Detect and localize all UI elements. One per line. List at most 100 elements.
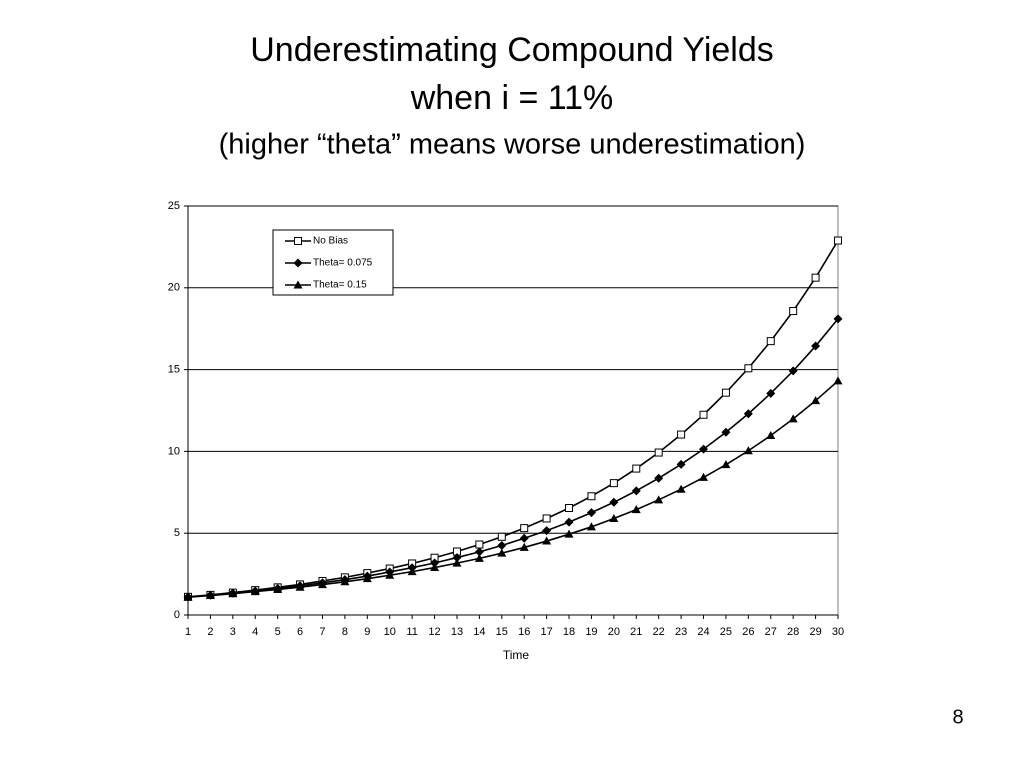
data-point <box>497 532 506 541</box>
data-point <box>317 580 327 589</box>
data-point <box>452 558 462 567</box>
x-tick-label: 25 <box>720 626 732 638</box>
x-tick-label: 23 <box>675 626 687 638</box>
data-point <box>631 486 641 496</box>
x-tick-label: 22 <box>653 626 665 638</box>
legend-label: Theta= 0.075 <box>313 258 373 269</box>
x-tick-label: 26 <box>742 626 754 638</box>
x-tick-label: 11 <box>406 626 417 638</box>
data-point <box>811 273 820 282</box>
x-tick-label: 17 <box>540 626 552 638</box>
data-point <box>699 472 709 481</box>
data-point <box>564 517 574 527</box>
x-tick-label: 3 <box>230 626 236 638</box>
x-tick-label: 18 <box>563 626 575 638</box>
data-point <box>676 459 686 469</box>
data-point <box>744 364 753 373</box>
data-point <box>631 505 641 514</box>
series-line <box>187 380 839 598</box>
data-point <box>586 508 596 518</box>
data-point <box>542 536 552 545</box>
x-tick-label: 8 <box>342 626 348 638</box>
data-point <box>519 533 529 543</box>
slide-title: when i = 11% <box>410 79 614 117</box>
data-point <box>295 582 305 591</box>
y-tick-label: 0 <box>174 609 180 621</box>
legend-marker <box>293 258 303 268</box>
data-point <box>586 522 596 531</box>
y-tick-label: 10 <box>168 445 180 457</box>
x-tick-label: 7 <box>319 626 325 638</box>
data-point <box>250 587 260 596</box>
x-tick-label: 21 <box>630 626 642 638</box>
data-point <box>721 427 731 437</box>
x-tick-label: 27 <box>765 626 777 638</box>
data-point <box>743 446 753 455</box>
data-point <box>587 492 596 501</box>
data-point <box>677 430 686 439</box>
data-point <box>833 376 843 385</box>
data-point <box>834 236 842 245</box>
data-point <box>475 540 484 549</box>
data-point <box>228 589 238 598</box>
x-tick-label: 28 <box>787 626 799 638</box>
data-point <box>609 479 618 488</box>
data-point <box>273 584 283 593</box>
data-point <box>609 497 619 507</box>
data-point <box>811 341 821 351</box>
data-point <box>497 540 507 550</box>
data-point <box>699 444 709 454</box>
slide-title: Underestimating Compound Yields <box>250 31 774 69</box>
data-point <box>788 414 798 423</box>
data-point <box>609 513 619 522</box>
legend-marker <box>293 280 303 289</box>
x-tick-label: 5 <box>275 626 281 638</box>
series-line <box>187 318 839 598</box>
data-point <box>833 314 843 324</box>
x-tick-label: 16 <box>518 626 530 638</box>
data-point <box>721 460 731 469</box>
data-point <box>430 563 440 572</box>
data-point <box>385 570 395 579</box>
x-tick-label: 6 <box>297 626 303 638</box>
data-point <box>811 396 821 405</box>
x-tick-label: 14 <box>473 626 485 638</box>
slide-subtitle: (higher “theta” means worse underestimat… <box>219 129 806 161</box>
data-point <box>743 409 753 419</box>
data-point <box>452 553 462 563</box>
data-point <box>789 307 798 316</box>
legend-marker <box>294 237 302 245</box>
data-point <box>766 431 776 440</box>
y-tick-label: 15 <box>168 364 180 376</box>
y-tick-label: 5 <box>174 527 180 539</box>
legend-label: Theta= 0.15 <box>313 280 367 291</box>
data-point <box>542 526 552 536</box>
data-point <box>183 592 193 601</box>
y-tick-label: 25 <box>168 200 180 212</box>
data-point <box>632 464 641 473</box>
data-point <box>721 388 730 397</box>
data-point <box>430 558 440 568</box>
data-point <box>407 567 417 576</box>
data-point <box>676 484 686 493</box>
x-tick-label: 24 <box>697 626 709 638</box>
data-point <box>564 529 574 538</box>
data-point <box>788 366 798 376</box>
x-tick-label: 4 <box>252 626 258 638</box>
data-point <box>766 337 775 346</box>
data-point <box>565 504 574 513</box>
x-tick-label: 20 <box>608 626 620 638</box>
x-tick-label: 30 <box>832 626 844 638</box>
x-tick-label: 29 <box>809 626 821 638</box>
x-tick-label: 2 <box>207 626 213 638</box>
x-tick-label: 1 <box>185 626 191 638</box>
data-point <box>654 473 664 483</box>
data-point <box>654 495 664 504</box>
legend-label: No Bias <box>313 236 348 247</box>
data-point <box>520 524 529 533</box>
data-point <box>542 514 551 523</box>
data-point <box>519 542 529 551</box>
data-point <box>205 591 215 600</box>
y-tick-label: 20 <box>168 282 180 294</box>
